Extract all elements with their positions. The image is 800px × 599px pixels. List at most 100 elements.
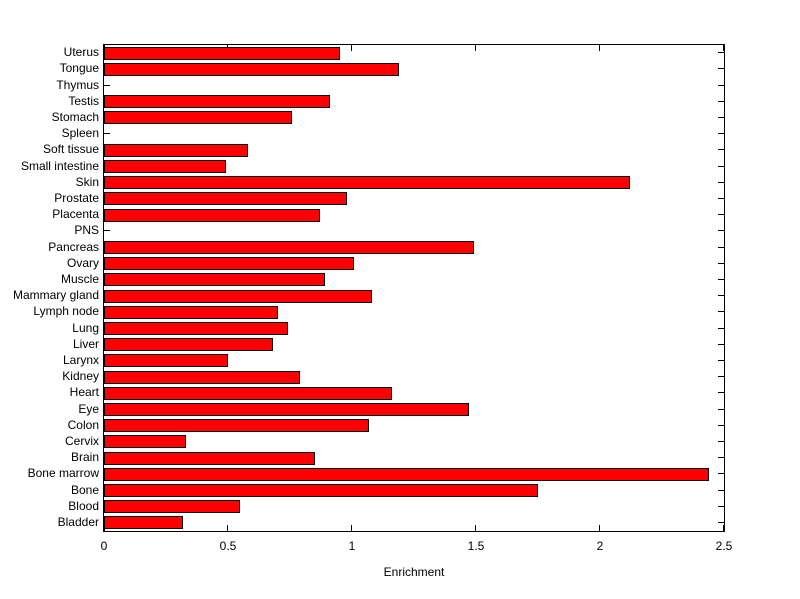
bar — [104, 354, 228, 367]
bar — [104, 500, 240, 513]
y-axis-label: Placenta — [52, 207, 99, 221]
y-axis-label: Lymph node — [33, 304, 99, 318]
y-tick-right — [718, 68, 724, 69]
x-tick-top — [599, 45, 600, 51]
y-tick-right — [718, 473, 724, 474]
y-axis-label: Kidney — [62, 369, 99, 383]
bar — [104, 176, 630, 189]
y-tick-right — [718, 214, 724, 215]
bar — [104, 241, 474, 254]
x-axis-title: Enrichment — [383, 565, 445, 579]
bar — [104, 144, 248, 157]
y-tick-right — [718, 392, 724, 393]
bar — [104, 371, 300, 384]
x-tick-label: 1.5 — [467, 539, 485, 553]
y-tick-right — [718, 425, 724, 426]
bar — [104, 290, 372, 303]
x-tick-label: 2 — [596, 539, 604, 553]
y-axis-label: Prostate — [54, 191, 99, 205]
bar — [104, 322, 288, 335]
y-tick-right — [718, 85, 724, 86]
x-tick-bottom — [227, 525, 228, 531]
x-tick-bottom — [723, 525, 724, 531]
x-tick-label: 1 — [348, 539, 356, 553]
bar — [104, 273, 325, 286]
y-tick-right — [718, 409, 724, 410]
y-axis-label: Larynx — [62, 353, 99, 367]
x-tick-label: 2.5 — [715, 539, 733, 553]
y-tick-right — [718, 490, 724, 491]
x-axis-tick-labels: 0 0.5 1 1.5 2 2.5 — [100, 539, 733, 554]
y-tick-right — [718, 149, 724, 150]
x-tick-bottom — [351, 525, 352, 531]
y-tick-right — [718, 457, 724, 458]
y-axis-label: Soft tissue — [42, 142, 99, 156]
y-axis-label: Blood — [68, 499, 99, 513]
y-tick-right — [718, 101, 724, 102]
y-axis-label: Testis — [68, 94, 99, 108]
y-tick-right — [718, 133, 724, 134]
y-axis-label: Colon — [67, 418, 99, 432]
y-tick-right — [718, 506, 724, 507]
y-tick-right — [718, 328, 724, 329]
y-tick-right — [718, 441, 724, 442]
bar — [104, 111, 292, 124]
x-tick-top — [351, 45, 352, 51]
y-axis-label: Spleen — [61, 126, 99, 140]
y-axis-label: Ovary — [66, 256, 99, 270]
bar — [104, 403, 469, 416]
bar — [104, 468, 709, 481]
y-tick-right — [718, 344, 724, 345]
bar — [104, 435, 186, 448]
y-tick-right — [718, 117, 724, 118]
y-tick-right — [718, 295, 724, 296]
bar — [104, 387, 392, 400]
y-tick-right — [718, 230, 724, 231]
bar — [104, 452, 315, 465]
y-tick-right — [718, 263, 724, 264]
bar — [104, 419, 369, 432]
y-axis-label: Pancreas — [48, 240, 99, 254]
y-tick-right — [718, 279, 724, 280]
y-axis-label: Muscle — [60, 272, 99, 286]
y-axis-label: Brain — [70, 450, 99, 464]
bar — [104, 192, 347, 205]
y-axis-label: Mammary gland — [12, 288, 99, 302]
y-tick-right — [718, 360, 724, 361]
bar — [104, 95, 330, 108]
bar — [104, 209, 320, 222]
x-tick-top — [723, 45, 724, 51]
y-axis-label: Bladder — [57, 515, 99, 529]
y-tick-right — [718, 247, 724, 248]
y-axis-label: Tongue — [59, 61, 99, 75]
bar — [104, 306, 278, 319]
x-tick-bottom — [599, 525, 600, 531]
y-axis-label: PNS — [74, 223, 99, 237]
y-axis-label: Cervix — [64, 434, 99, 448]
x-tick-label: 0 — [100, 539, 108, 553]
bar — [104, 484, 538, 497]
y-tick-left — [104, 85, 110, 86]
plot-area — [103, 44, 725, 532]
y-axis-label: Bone — [70, 483, 99, 497]
bar — [104, 257, 354, 270]
bar — [104, 516, 183, 529]
y-tick-right — [718, 198, 724, 199]
y-axis-label: Lung — [72, 321, 99, 335]
y-tick-right — [718, 522, 724, 523]
y-axis-label: Stomach — [51, 110, 99, 124]
y-tick-right — [718, 52, 724, 53]
y-axis-labels: Uterus Tongue Thymus Testis Stomach Spleen Sof… — [0, 44, 99, 532]
y-tick-left — [104, 230, 110, 231]
y-axis-label: Uterus — [63, 45, 99, 59]
y-tick-right — [718, 166, 724, 167]
x-tick-top — [475, 45, 476, 51]
y-axis-label: Thymus — [56, 78, 99, 92]
y-axis-label: Eye — [78, 402, 99, 416]
y-axis-label: Small intestine — [20, 159, 99, 173]
y-tick-right — [718, 311, 724, 312]
y-tick-right — [718, 182, 724, 183]
y-tick-right — [718, 376, 724, 377]
bar — [104, 160, 226, 173]
